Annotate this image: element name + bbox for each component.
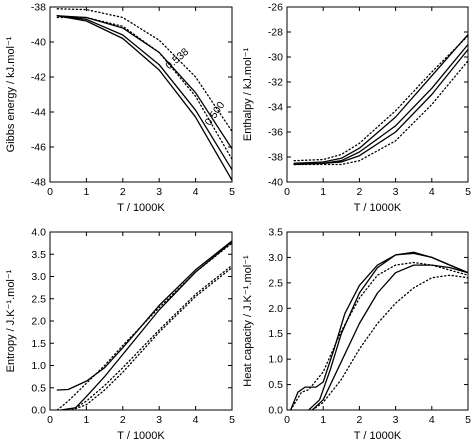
panel-gibbs: 0 1 2 3 4 5 -48 -46 -44 -42 -40 -38 T / 1000K Gibbs e…: [5, 2, 235, 215]
entropy-xtick-label: 4: [193, 414, 199, 426]
gibbs-ytick-label: -46: [31, 142, 46, 154]
enthalpy-series-group: [293, 33, 468, 166]
heat-capacity-ytick-label: 0.5: [268, 379, 283, 391]
gibbs-ytick-label: -48: [31, 177, 46, 189]
gibbs-series-1: [56, 15, 232, 171]
heat-capacity-ytick-label: 2.0: [268, 303, 283, 315]
heat-capacity-ytick-label: 3.0: [268, 252, 283, 264]
enthalpy-ytick-label: -38: [268, 152, 283, 164]
heat-capacity-ytick-label: 1.0: [268, 354, 283, 366]
entropy-ytick-label: 3.0: [31, 271, 46, 283]
entropy-ytick-label: 0.5: [31, 382, 46, 394]
entropy-series-4: [71, 264, 232, 410]
gibbs-series-5: [56, 16, 232, 160]
entropy-y-axis-label: Entropy / J.K⁻¹.mol⁻¹: [5, 269, 17, 372]
entropy-xtick-label: 2: [120, 414, 126, 426]
enthalpy-y-axis-label: Enthalpy / kJ.mol⁻¹: [242, 48, 254, 142]
entropy-ytick-label: 3.5: [31, 249, 46, 261]
heat-capacity-series-group: [289, 251, 468, 410]
gibbs-series-4: [56, 8, 232, 132]
entropy-series-5: [71, 266, 232, 410]
heat-capacity-y-axis-label: Heat capacity / J.K⁻¹.mol⁻¹: [242, 255, 254, 387]
entropy-ytick-label: 1.5: [31, 338, 46, 350]
heat-capacity-xtick-label: 0: [284, 414, 290, 426]
enthalpy-ytick-label: -26: [268, 2, 283, 14]
entropy-xtick-label: 5: [229, 414, 235, 426]
entropy-xtick-label: 1: [83, 414, 89, 426]
entropy-ytick-label: 4.0: [31, 227, 46, 239]
heat-capacity-series-5: [311, 274, 468, 410]
enthalpy-ytick-label: -36: [268, 127, 283, 139]
enthalpy-xtick-label: 0: [284, 186, 290, 198]
enthalpy-series-5: [293, 60, 468, 166]
enthalpy-series-4: [293, 35, 468, 162]
entropy-xtick-label: 0: [47, 414, 53, 426]
gibbs-xtick-label: 2: [120, 186, 126, 198]
gibbs-xtick-label: 1: [83, 186, 89, 198]
gibbs-series-2: [56, 15, 232, 181]
enthalpy-ytick-label: -32: [268, 77, 283, 89]
enthalpy-ytick-label: -34: [268, 102, 283, 114]
heat-capacity-xtick-label: 1: [320, 414, 326, 426]
panel-entropy: 0 1 2 3 4 5 0.0 0.5 1.0 1.5 2.0 2.5 3.0 3.5 4.0 T / 100…: [5, 227, 235, 443]
heat-capacity-ytick-label: 3.5: [268, 227, 283, 239]
enthalpy-xtick-label: 5: [465, 186, 471, 198]
heat-capacity-x-axis-label: T / 1000K: [354, 430, 402, 442]
enthalpy-xtick-label: 3: [393, 186, 399, 198]
gibbs-xtick-label: 4: [193, 186, 199, 198]
entropy-plot-frame: [49, 231, 233, 411]
enthalpy-xtick-label: 2: [356, 186, 362, 198]
entropy-series-2: [60, 241, 232, 410]
gibbs-series-group: [56, 8, 232, 181]
gibbs-series-3: [56, 15, 232, 150]
gibbs-xtick-label: 5: [229, 186, 235, 198]
gibbs-y-axis-label: Gibbs energy / kJ.mol⁻¹: [5, 36, 17, 152]
heat-capacity-ytick-label: 0.0: [268, 405, 283, 417]
heat-capacity-ytick-label: 2.5: [268, 277, 283, 289]
gibbs-annotation: 0.500: [203, 99, 228, 128]
gibbs-xtick-label: 3: [156, 186, 162, 198]
heat-capacity-series-4: [289, 261, 468, 410]
entropy-series-3: [56, 242, 232, 410]
heat-capacity-plot-frame: [286, 231, 469, 411]
enthalpy-ytick-label: -30: [268, 52, 283, 64]
heat-capacity-xtick-label: 2: [356, 414, 362, 426]
enthalpy-ytick-label: -40: [268, 177, 283, 189]
enthalpy-series-3: [293, 48, 468, 166]
entropy-series-1: [56, 240, 232, 391]
gibbs-xtick-label: 0: [47, 186, 53, 198]
heat-capacity-xtick-label: 4: [429, 414, 435, 426]
panel-heat-capacity: 0 1 2 3 4 5 0.0 0.5 1.0 1.5 2.0 2.5 3.0 3.5 T / 1000K H…: [242, 227, 471, 443]
heat-capacity-xtick-label: 5: [465, 414, 471, 426]
heat-capacity-xtick-label: 3: [393, 414, 399, 426]
heat-capacity-ytick-label: 1.5: [268, 328, 283, 340]
panel-enthalpy: 0 1 2 3 4 5 -40 -38 -36 -34 -32 -30 -28 -26 T / 1000K E…: [242, 2, 471, 215]
enthalpy-x-axis-label: T / 1000K: [354, 202, 402, 214]
gibbs-plot-frame: [49, 6, 233, 183]
gibbs-x-axis-label: T / 1000K: [117, 202, 165, 214]
heat-capacity-series-2: [308, 251, 468, 410]
gibbs-ytick-label: -44: [31, 107, 46, 119]
entropy-ytick-label: 1.0: [31, 360, 46, 372]
entropy-ytick-label: 0.0: [31, 405, 46, 417]
enthalpy-ytick-label: -28: [268, 27, 283, 39]
heat-capacity-series-3: [311, 264, 468, 410]
enthalpy-xtick-label: 1: [320, 186, 326, 198]
enthalpy-plot-frame: [286, 6, 469, 183]
gibbs-ytick-label: -42: [31, 72, 46, 84]
enthalpy-series-1: [293, 33, 468, 164]
entropy-ytick-label: 2.0: [31, 316, 46, 328]
gibbs-ytick-label: -40: [31, 37, 46, 49]
entropy-xtick-label: 3: [156, 414, 162, 426]
entropy-x-axis-label: T / 1000K: [117, 430, 165, 442]
gibbs-ytick-label: -38: [31, 2, 46, 14]
entropy-series-group: [56, 240, 232, 410]
enthalpy-xtick-label: 4: [429, 186, 435, 198]
enthalpy-series-2: [293, 43, 468, 166]
entropy-ytick-label: 2.5: [31, 293, 46, 305]
